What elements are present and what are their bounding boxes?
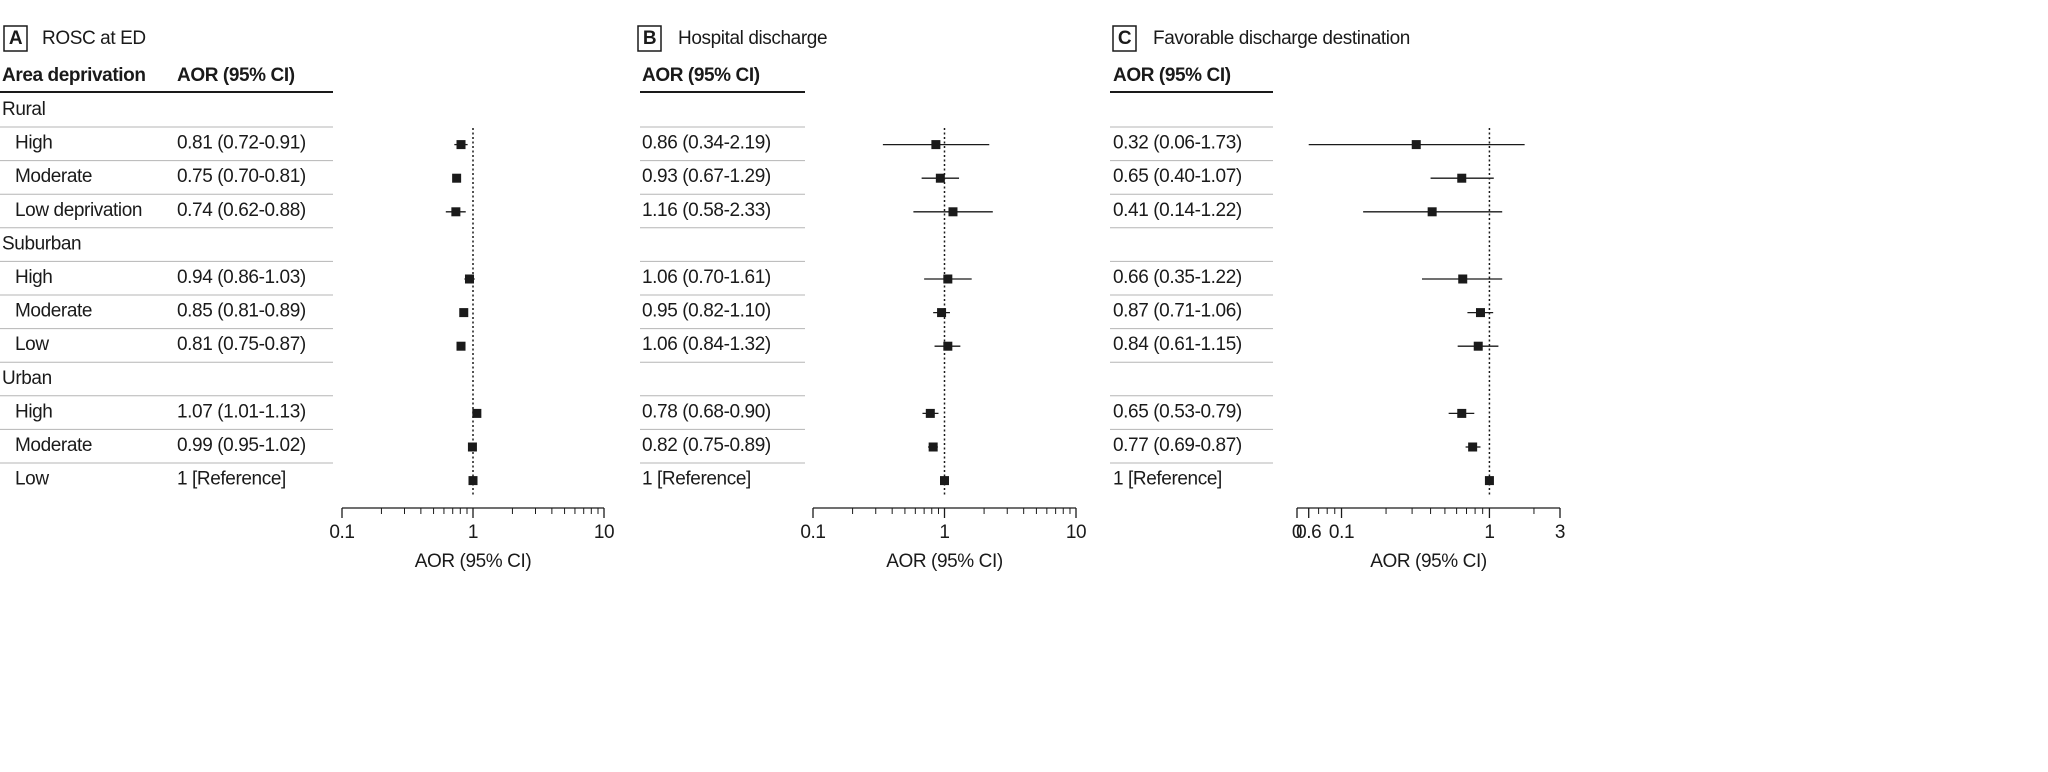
row-label: High — [15, 401, 52, 422]
estimate-label: 1.06 (0.70-1.61) — [642, 267, 771, 288]
estimate-label: 0.32 (0.06-1.73) — [1113, 133, 1242, 154]
column-header: AOR (95% CI) — [1113, 65, 1231, 86]
point-estimate — [452, 173, 462, 183]
row-label: Moderate — [15, 301, 92, 322]
group-label: Suburban — [2, 233, 81, 254]
estimate-label: 0.74 (0.62-0.88) — [177, 200, 306, 221]
estimate-label: 1 [Reference] — [1113, 469, 1222, 490]
point-estimate — [948, 207, 958, 217]
estimate-label: 0.93 (0.67-1.29) — [642, 166, 771, 187]
row-label: Moderate — [15, 166, 92, 187]
estimate-label: 0.65 (0.53-0.79) — [1113, 401, 1242, 422]
group-label: Rural — [2, 99, 45, 120]
x-axis-label: AOR (95% CI) — [886, 551, 1003, 572]
point-estimate — [1427, 207, 1437, 217]
x-tick-label: 1 — [939, 522, 949, 543]
panel-letter-box — [1112, 25, 1137, 52]
x-tick-label: 1 — [1484, 522, 1494, 543]
row-label: Moderate — [15, 435, 92, 456]
estimate-label: 0.84 (0.61-1.15) — [1113, 334, 1242, 355]
row-label: High — [15, 267, 52, 288]
row-label: Low — [15, 469, 49, 490]
estimate-label: 1 [Reference] — [177, 469, 286, 490]
point-estimate — [1458, 274, 1468, 284]
point-estimate — [931, 140, 941, 150]
estimate-label: 0.78 (0.68-0.90) — [642, 401, 771, 422]
point-estimate — [451, 207, 461, 217]
point-estimate — [943, 274, 953, 284]
point-estimate — [1475, 308, 1485, 318]
panel-letter: B — [643, 28, 656, 49]
estimate-label: 0.77 (0.69-0.87) — [1113, 435, 1242, 456]
row-label: High — [15, 133, 52, 154]
point-estimate — [1457, 173, 1467, 183]
x-tick-label: 0.6 — [1296, 522, 1321, 543]
estimate-label: 0.86 (0.34-2.19) — [642, 133, 771, 154]
x-tick-label: 0.1 — [329, 522, 354, 543]
panel-title: ROSC at ED — [42, 28, 146, 49]
row-label: Low deprivation — [15, 200, 142, 221]
estimate-label: 1.06 (0.84-1.32) — [642, 334, 771, 355]
x-tick-label: 1 — [468, 522, 478, 543]
estimate-label: 1 [Reference] — [642, 469, 751, 490]
panel-letter-box — [637, 25, 662, 52]
estimate-label: 0.75 (0.70-0.81) — [177, 166, 306, 187]
estimate-label: 0.99 (0.95-1.02) — [177, 435, 306, 456]
estimate-label: 0.85 (0.81-0.89) — [177, 301, 306, 322]
column-header: AOR (95% CI) — [177, 65, 295, 86]
point-estimate — [925, 408, 935, 418]
x-axis-label: AOR (95% CI) — [415, 551, 532, 572]
panel-letter-box — [3, 25, 28, 52]
estimate-label: 0.41 (0.14-1.22) — [1113, 200, 1242, 221]
point-estimate — [943, 341, 953, 351]
group-label: Urban — [2, 368, 52, 389]
estimate-label: 0.81 (0.72-0.91) — [177, 133, 306, 154]
point-estimate — [464, 274, 474, 284]
point-estimate — [1473, 341, 1483, 351]
x-tick-label: 10 — [594, 522, 614, 543]
estimate-label: 0.81 (0.75-0.87) — [177, 334, 306, 355]
panel-title: Hospital discharge — [678, 28, 827, 49]
x-tick-label: 10 — [1066, 522, 1086, 543]
estimate-label: 1.16 (0.58-2.33) — [642, 200, 771, 221]
point-estimate — [937, 308, 947, 318]
row-header: Area deprivation — [2, 65, 146, 86]
estimate-label: 0.87 (0.71-1.06) — [1113, 301, 1242, 322]
row-label: Low — [15, 334, 49, 355]
panel-title: Favorable discharge destination — [1153, 28, 1410, 49]
x-tick-label: 0.1 — [800, 522, 825, 543]
panel-letter: C — [1118, 28, 1132, 49]
estimate-label: 0.94 (0.86-1.03) — [177, 267, 306, 288]
point-estimate — [456, 341, 466, 351]
estimate-label: 0.82 (0.75-0.89) — [642, 435, 771, 456]
point-estimate — [1457, 408, 1467, 418]
estimate-label: 0.65 (0.40-1.07) — [1113, 166, 1242, 187]
x-tick-label: 0.1 — [1329, 522, 1354, 543]
estimate-label: 1.07 (1.01-1.13) — [177, 401, 306, 422]
estimate-label: 0.66 (0.35-1.22) — [1113, 267, 1242, 288]
point-estimate — [935, 173, 945, 183]
estimate-label: 0.95 (0.82-1.10) — [642, 301, 771, 322]
point-estimate — [467, 442, 477, 452]
point-estimate — [456, 140, 466, 150]
point-estimate — [1468, 442, 1478, 452]
point-estimate — [1411, 140, 1421, 150]
point-estimate — [459, 308, 469, 318]
panel-letter: A — [9, 28, 23, 49]
point-estimate — [472, 408, 482, 418]
x-tick-label: 0 — [1292, 522, 1302, 543]
x-axis-label: AOR (95% CI) — [1370, 551, 1487, 572]
x-tick-label: 3 — [1555, 522, 1565, 543]
column-header: AOR (95% CI) — [642, 65, 760, 86]
point-estimate — [928, 442, 938, 452]
